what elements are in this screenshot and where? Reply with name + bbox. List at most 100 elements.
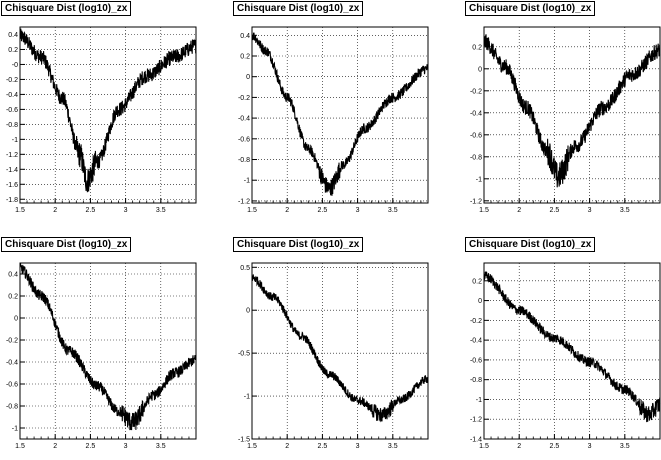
y-tick-label: -0.6 bbox=[470, 132, 482, 139]
y-tick-label: -1.4 bbox=[6, 167, 18, 174]
y-tick-label: -1 bbox=[244, 394, 250, 401]
y-tick-label: -0.6 bbox=[6, 107, 18, 114]
y-tick-label: -1 bbox=[476, 176, 482, 183]
x-tick-label: 2.5 bbox=[86, 207, 96, 214]
series-line bbox=[483, 271, 661, 423]
y-tick-label: 0 bbox=[478, 298, 482, 305]
chart-panel-2: Chisquare Dist (log10)_zx -1.2 -1 -0.8 -0.6… bbox=[232, 0, 452, 224]
chart-panel-5: Chisquare Dist (log10)_zx -1.5 -1 -0.5 0 0.5… bbox=[232, 236, 452, 460]
x-tick-label: 1.5 bbox=[15, 443, 25, 450]
x-tick-label: 3.5 bbox=[156, 443, 166, 450]
y-tick-label: -1.6 bbox=[6, 182, 18, 189]
chart-title: Chisquare Dist (log10)_zx bbox=[233, 237, 364, 252]
y-tick-label: -1 bbox=[12, 426, 18, 433]
y-tick-label: -0.5 bbox=[238, 351, 250, 358]
y-tick-label: -0.8 bbox=[6, 404, 18, 411]
y-tick-label: 0.2 bbox=[8, 294, 18, 301]
y-tick-label: 0 bbox=[14, 316, 18, 323]
chart-grid: Chisquare Dist (log10)_zx -1.8 -1.6 -1.4 -1… bbox=[0, 0, 661, 450]
y-tick-label: -0.4 bbox=[6, 92, 18, 99]
y-tick-label: 0.4 bbox=[240, 33, 250, 40]
y-tick-label: -1.8 bbox=[6, 197, 18, 204]
y-tick-label: -0.8 bbox=[238, 157, 250, 164]
y-tick-label: 0.2 bbox=[472, 278, 482, 285]
y-tick-label: 0.4 bbox=[8, 272, 18, 279]
x-tick-label: 3 bbox=[124, 207, 128, 214]
plot-frame bbox=[483, 262, 661, 440]
x-tick-label: 3 bbox=[124, 443, 128, 450]
x-tick-label: 2.5 bbox=[86, 443, 96, 450]
y-tick-label: 0.5 bbox=[240, 265, 250, 272]
y-tick-label: 0.2 bbox=[8, 47, 18, 54]
y-tick-label: -0.6 bbox=[470, 357, 482, 364]
plot-frame bbox=[19, 262, 197, 440]
y-tick-label: -1 bbox=[476, 397, 482, 404]
x-tick-label: 2 bbox=[53, 443, 57, 450]
y-tick-label: -0.8 bbox=[6, 122, 18, 129]
x-tick-label: 3 bbox=[588, 207, 592, 214]
plot-svg: -1.2 -1 -0.8 -0.6 -0.4 -0.2 0 0.2 0.4 1.5 2 2.5 3 3.5 bbox=[238, 26, 429, 214]
series-line bbox=[19, 263, 197, 431]
plot-svg: -1.4 -1.2 -1 -0.8 -0.6 -0.4 -0.2 0 0.2 1.5 2 2.5 3 3.… bbox=[470, 262, 661, 450]
chart-title: Chisquare Dist (log10)_zx bbox=[465, 237, 596, 252]
y-tick-label: 0 bbox=[246, 308, 250, 315]
y-tick-label: -0.6 bbox=[6, 382, 18, 389]
x-tick-label: 1.5 bbox=[479, 443, 489, 450]
y-tick-label: 0 bbox=[478, 66, 482, 73]
x-tick-label: 2 bbox=[517, 207, 521, 214]
y-tick-label: -0 bbox=[12, 62, 18, 69]
plot-frame bbox=[19, 26, 197, 204]
plot-svg: -1 -0.8 -0.6 -0.4 -0.2 0 0.2 0.4 1.5 2 2.5 3 3.5 bbox=[6, 262, 197, 450]
chart-panel-1: Chisquare Dist (log10)_zx -1.8 -1.6 -1.4 -1… bbox=[0, 0, 220, 224]
chart-panel-3: Chisquare Dist (log10)_zx -1.2 -1 -0.8 -0.6… bbox=[464, 0, 661, 224]
chart-title: Chisquare Dist (log10)_zx bbox=[233, 1, 364, 16]
y-tick-label: -0.4 bbox=[6, 360, 18, 367]
series-line bbox=[19, 28, 197, 193]
plot-frame bbox=[251, 262, 429, 440]
y-tick-label: 0.2 bbox=[472, 44, 482, 51]
x-tick-label: 2 bbox=[53, 207, 57, 214]
x-tick-label: 1.5 bbox=[247, 443, 257, 450]
series-line bbox=[483, 34, 661, 188]
y-tick-label: -0.2 bbox=[470, 318, 482, 325]
chart-title: Chisquare Dist (log10)_zx bbox=[1, 237, 132, 252]
y-tick-label: 0.2 bbox=[240, 53, 250, 60]
series-line bbox=[251, 274, 429, 423]
x-tick-label: 3 bbox=[356, 443, 360, 450]
plot-svg: -1.8 -1.6 -1.4 -1.2 -1 -0.8 -0.6 -0.4 -0.2 -0 0.2 0… bbox=[6, 26, 197, 214]
x-tick-label: 2 bbox=[285, 443, 289, 450]
x-tick-label: 3.5 bbox=[156, 207, 166, 214]
y-tick-label: -1.2 bbox=[238, 198, 250, 205]
y-tick-label: -0.8 bbox=[470, 154, 482, 161]
y-tick-label: -0.2 bbox=[470, 88, 482, 95]
chart-panel-6: Chisquare Dist (log10)_zx -1.4 -1.2 -1 -0.8… bbox=[464, 236, 661, 460]
chart-title: Chisquare Dist (log10)_zx bbox=[1, 1, 132, 16]
x-tick-label: 3 bbox=[588, 443, 592, 450]
y-tick-label: -0.4 bbox=[238, 116, 250, 123]
x-tick-label: 2 bbox=[285, 207, 289, 214]
plot-frame bbox=[483, 26, 661, 204]
y-tick-label: -0.4 bbox=[470, 110, 482, 117]
x-tick-label: 3.5 bbox=[388, 207, 398, 214]
x-tick-label: 1.5 bbox=[479, 207, 489, 214]
x-tick-label: 3 bbox=[356, 207, 360, 214]
x-tick-label: 1.5 bbox=[247, 207, 257, 214]
y-tick-label: -0.4 bbox=[470, 338, 482, 345]
chart-panel-4: Chisquare Dist (log10)_zx -1 -0.8 -0.6 -0.4… bbox=[0, 236, 220, 460]
x-tick-label: 2.5 bbox=[318, 443, 328, 450]
chart-title: Chisquare Dist (log10)_zx bbox=[465, 1, 596, 16]
x-tick-label: 2.5 bbox=[550, 443, 560, 450]
y-tick-label: -0.2 bbox=[6, 338, 18, 345]
x-tick-label: 3.5 bbox=[388, 443, 398, 450]
plot-svg: -1.5 -1 -0.5 0 0.5 1.5 2 2.5 3 3.5 bbox=[238, 262, 429, 450]
y-tick-label: -0.2 bbox=[238, 95, 250, 102]
plot-frame bbox=[251, 26, 429, 204]
x-tick-label: 2.5 bbox=[318, 207, 328, 214]
y-tick-label: -1 bbox=[12, 137, 18, 144]
series-line bbox=[251, 32, 429, 196]
x-tick-label: 1.5 bbox=[15, 207, 25, 214]
plot-svg: -1.2 -1 -0.8 -0.6 -0.4 -0.2 0 0.2 1.5 2 2.5 3 3.5 bbox=[470, 26, 661, 214]
y-tick-label: -0.8 bbox=[470, 377, 482, 384]
y-tick-label: -1.2 bbox=[470, 198, 482, 205]
y-tick-label: -1 bbox=[244, 178, 250, 185]
